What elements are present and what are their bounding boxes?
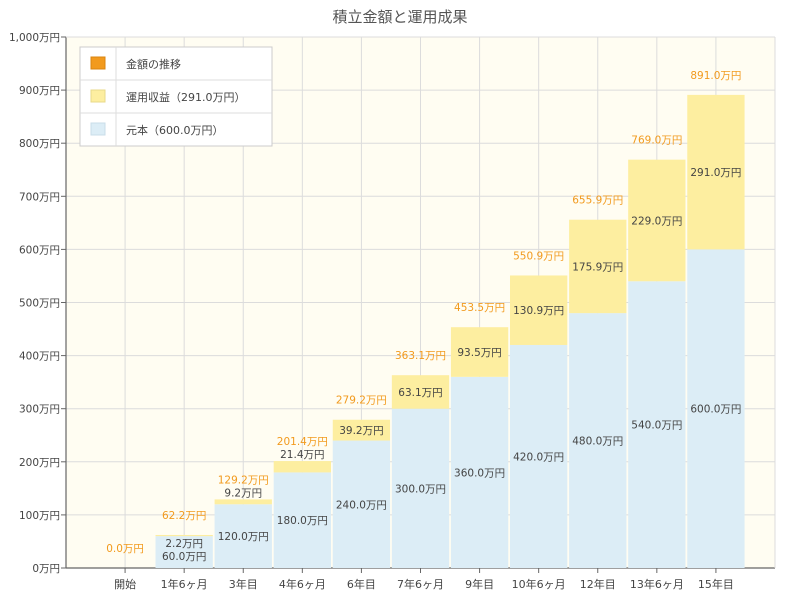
principal-value-label: 60.0万円 <box>162 551 206 563</box>
return-value-label: 9.2万円 <box>224 487 262 499</box>
legend-swatch <box>90 89 106 103</box>
y-tick-label: 500万円 <box>19 298 60 310</box>
bar-principal <box>569 313 627 568</box>
bar-return <box>332 419 391 441</box>
x-tick-label: 4年6ヶ月 <box>279 577 326 591</box>
principal-value-label: 480.0万円 <box>572 436 623 448</box>
bar-return <box>155 534 213 537</box>
principal-value-label: 540.0万円 <box>631 420 682 432</box>
bar-principal <box>332 440 391 568</box>
bars <box>155 94 745 568</box>
return-value-label: 291.0万円 <box>690 167 741 179</box>
total-value-label: 769.0万円 <box>631 135 682 147</box>
return-value-label: 130.9万円 <box>513 305 564 317</box>
return-value-label: 63.1万円 <box>398 387 442 399</box>
x-tick-label: 12年目 <box>580 577 616 591</box>
bar-principal <box>628 281 686 568</box>
bar-principal <box>510 344 568 568</box>
principal-value-label: 420.0万円 <box>513 451 564 463</box>
bar-return <box>214 499 272 505</box>
total-value-label: 201.4万円 <box>277 436 328 448</box>
return-value-label: 39.2万円 <box>339 425 383 437</box>
chart-title: 積立金額と運用成果 <box>332 8 468 26</box>
x-tick-label: 3年目 <box>229 577 258 591</box>
total-value-label: 129.2万円 <box>218 474 269 486</box>
return-value-label: 229.0万円 <box>631 215 682 227</box>
total-value-label: 453.5万円 <box>454 302 505 314</box>
y-tick-label: 100万円 <box>19 510 60 522</box>
return-value-label: 2.2万円 <box>165 538 203 550</box>
x-tick-label: 10年6ヶ月 <box>512 577 566 591</box>
legend-box <box>79 46 273 147</box>
y-tick-label: 900万円 <box>19 85 60 97</box>
legend-swatch <box>90 122 106 136</box>
principal-value-label: 240.0万円 <box>336 499 387 511</box>
legend-label: 金額の推移 <box>126 57 181 71</box>
x-tick-label: 6年目 <box>347 577 376 591</box>
bar-return <box>628 159 686 282</box>
x-tick-label: 9年目 <box>465 577 494 591</box>
principal-value-label: 300.0万円 <box>395 483 446 495</box>
bar-principal <box>155 536 213 568</box>
axes: 0万円 100万円 200万円 300万円 400万円 500万円 600万円 700万円 80… <box>9 32 776 591</box>
x-tick-label: 15年目 <box>698 577 734 591</box>
y-tick-label: 600万円 <box>19 244 60 256</box>
bar-return <box>450 327 509 377</box>
bar-principal <box>687 249 745 568</box>
bar-return <box>687 94 745 250</box>
return-value-label: 21.4万円 <box>280 449 324 461</box>
return-value-label: 175.9万円 <box>572 261 623 273</box>
x-tick-label: 1年6ヶ月 <box>161 577 208 591</box>
y-tick-label: 200万円 <box>19 457 60 469</box>
y-tick-label: 1,000万円 <box>9 32 60 44</box>
bar-return <box>510 275 568 345</box>
x-tick-label: 7年6ヶ月 <box>397 577 444 591</box>
y-tick-label: 800万円 <box>19 138 60 150</box>
y-tick-label: 700万円 <box>19 191 60 203</box>
principal-value-label: 360.0万円 <box>454 467 505 479</box>
bar-return <box>569 219 627 314</box>
total-value-label: 0.0万円 <box>106 543 144 555</box>
principal-value-label: 600.0万円 <box>690 404 741 416</box>
total-value-label: 891.0万円 <box>690 70 741 82</box>
principal-value-label: 120.0万円 <box>218 531 269 543</box>
total-value-label: 62.2万円 <box>162 510 206 522</box>
bar-return <box>391 375 450 409</box>
total-value-label: 550.9万円 <box>513 250 564 262</box>
total-value-label: 279.2万円 <box>336 395 387 407</box>
total-value-label: 363.1万円 <box>395 350 446 362</box>
bar-principal <box>273 472 331 568</box>
bar-principal <box>391 408 450 568</box>
bar-return <box>273 461 331 473</box>
bar-principal <box>214 504 272 568</box>
y-tick-label: 0万円 <box>32 563 60 575</box>
principal-value-label: 180.0万円 <box>277 515 328 527</box>
legend-swatch <box>90 56 106 70</box>
total-value-label: 655.9万円 <box>572 195 623 207</box>
legend-label: 元本（600.0万円） <box>126 123 224 137</box>
x-tick-label: 13年6ヶ月 <box>630 577 684 591</box>
bar-principal <box>450 376 509 568</box>
x-tick-label: 開始 <box>114 577 136 591</box>
y-tick-label: 300万円 <box>19 404 60 416</box>
return-value-label: 93.5万円 <box>457 347 501 359</box>
legend-label: 運用収益（291.0万円） <box>126 90 246 104</box>
y-tick-label: 400万円 <box>19 351 60 363</box>
